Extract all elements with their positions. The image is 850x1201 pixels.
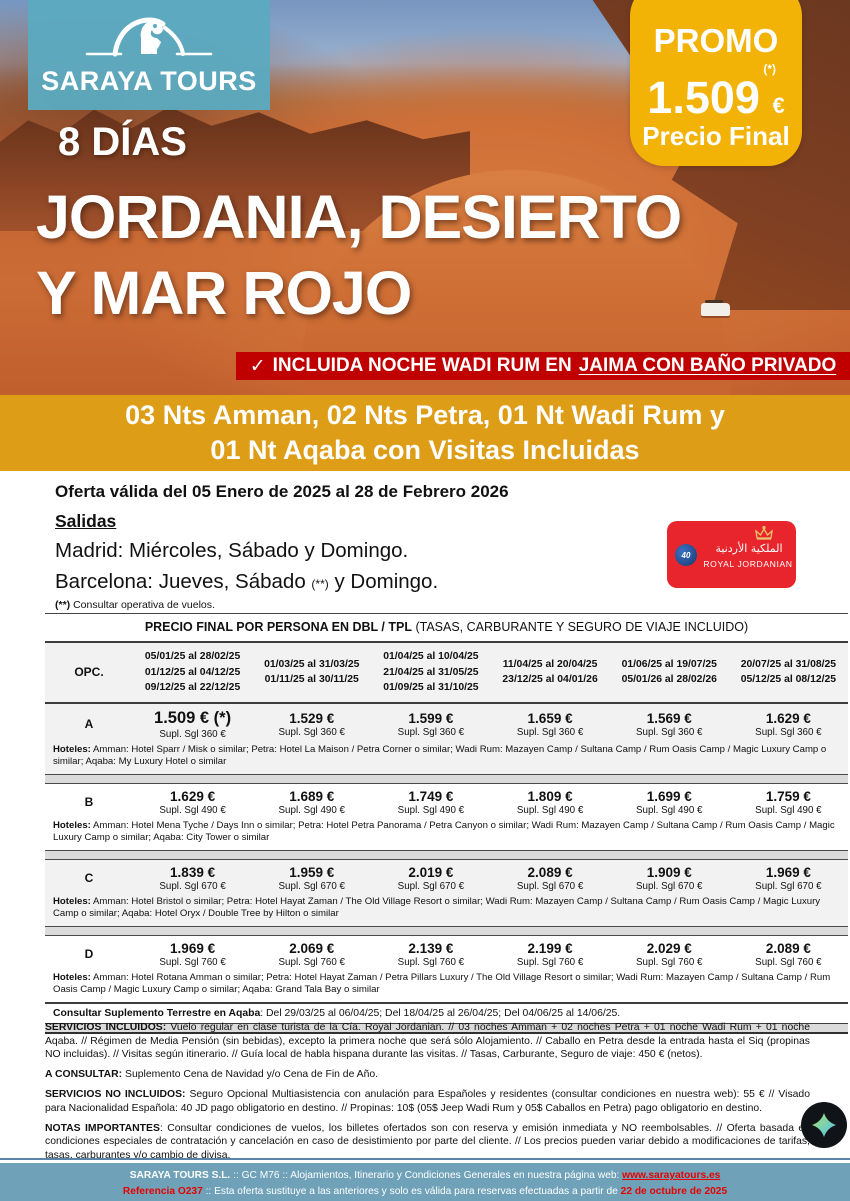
checkmark-icon: ✓ <box>249 355 266 377</box>
hotels-row-d: Hoteles: Amman: Hotel Rotana Amman o sim… <box>53 971 831 996</box>
table-title: PRECIO FINAL POR PERSONA EN DBL / TPL (T… <box>45 614 848 643</box>
price-section-d: D 1.969 € Supl. Sgl 760 € 2.069 € Supl. Sg… <box>45 936 848 1002</box>
crown-icon <box>753 525 775 545</box>
promo-asterisk: (*) <box>763 62 776 76</box>
date-column-header: 20/07/25 al 31/08/25 05/12/25 al 08/12/25 <box>740 658 837 686</box>
footer: SARAYA TOURS S.L. :: GC M76 :: Alojamien… <box>0 1163 850 1201</box>
promo-label: PROMO <box>653 22 779 59</box>
royal-jordanian-logo: الملكية الأردنية ROYAL JORDANIAN 40 <box>667 521 796 588</box>
website-link[interactable]: www.sarayatours.es <box>622 1170 721 1181</box>
a-consultar: A CONSULTAR: Suplemento Cena de Navidad … <box>45 1069 379 1081</box>
airline-arabic-name: الملكية الأردنية <box>715 542 783 555</box>
date-column-header: 01/06/25 al 19/07/25 05/01/26 al 28/02/26 <box>621 658 717 686</box>
table-row: A 1.509 € (*) Supl. Sgl 360 € 1.529 € Supl… <box>84 708 822 740</box>
airline-name: ROYAL JORDANIAN <box>703 559 793 569</box>
servicios-no-incluidos: SERVICIOS NO INCLUIDOS: Seguro Opcional … <box>45 1089 810 1114</box>
table-row: D 1.969 € Supl. Sgl 760 € 2.069 € Supl. Sg… <box>84 940 822 968</box>
days-label: 8 DÍAS <box>58 120 187 164</box>
promo-final-label: Precio Final <box>642 121 790 151</box>
ribbon-text: INCLUIDA NOCHE WADI RUM EN <box>272 355 572 376</box>
price-table: PRECIO FINAL POR PERSONA EN DBL / TPL (T… <box>45 613 848 1034</box>
opc-header: OPC. <box>74 665 104 680</box>
falcon-arch-icon <box>85 0 213 65</box>
section-divider <box>45 849 848 860</box>
notas-importantes: NOTAS IMPORTANTES: Consultar condiciones… <box>45 1122 810 1161</box>
hotels-row-b: Hoteles: Amman: Hotel Mena Tyche / Days … <box>53 819 835 844</box>
watermark-star-icon <box>801 1102 847 1148</box>
table-header-row: OPC. 05/01/25 al 28/02/25 01/12/25 al 04/… <box>45 643 848 704</box>
conditions-text: SERVICIOS INCLUIDOS: Vuelo regular en cl… <box>45 1021 810 1169</box>
footer-line1: SARAYA TOURS S.L. :: GC M76 :: Alojamien… <box>129 1170 721 1181</box>
section-divider <box>45 925 848 936</box>
page-title-line2: Y MAR ROJO <box>36 259 412 327</box>
offer-validity: Oferta válida del 05 Enero de 2025 al 28… <box>55 482 509 501</box>
hero-desert-photo: SARAYA TOURS 8 DÍAS PROMO (*) 1.509 € Pr… <box>0 0 850 395</box>
offer-info: Oferta válida del 05 Enero de 2025 al 28… <box>55 471 655 611</box>
date-column-header: 11/04/25 al 20/04/25 23/12/25 al 04/01/26 <box>502 658 598 686</box>
footer-line2: Referencia O237 :: Esta oferta sustituye… <box>122 1186 728 1198</box>
promo-price: 1.509 € <box>647 72 785 123</box>
madrid-departures: Madrid: Miércoles, Sábado y Domingo. <box>55 539 409 562</box>
aqaba-supplement-row: Consultar Suplemento Terrestre en Aqaba:… <box>45 1001 848 1024</box>
section-divider <box>45 773 848 784</box>
table-row: C 1.839 € Supl. Sgl 670 € 1.959 € Supl. Sg… <box>84 864 822 892</box>
salidas-heading: Salidas <box>55 511 117 531</box>
barcelona-departures: Barcelona: Jueves, Sábado (**) y Domingo… <box>55 570 439 593</box>
price-section-a: A 1.509 € (*) Supl. Sgl 360 € 1.529 € Supl… <box>45 703 848 774</box>
hotels-row-c: Hoteles: Amman: Hotel Bristol o similar;… <box>53 895 821 920</box>
date-column-header: 05/01/25 al 28/02/25 01/12/25 al 04/12/25… <box>144 651 241 694</box>
flights-footnote: (**) Consultar operativa de vuelos. <box>55 599 215 611</box>
nights-banner: 03 Nts Amman, 02 Nts Petra, 01 Nt Wadi R… <box>0 395 850 471</box>
servicios-incluidos: SERVICIOS INCLUIDOS: Vuelo regular en cl… <box>45 1022 810 1061</box>
hotels-row-a: Hoteles: Amman: Hotel Sparr / Misk o sim… <box>53 743 827 768</box>
nights-line2: 01 Nt Aqaba con Visitas Incluidas <box>210 435 640 465</box>
nights-line1: 03 Nts Amman, 02 Nts Petra, 01 Nt Wadi R… <box>125 399 725 430</box>
car-in-photo <box>701 300 730 316</box>
footer-divider <box>0 1158 850 1160</box>
ribbon-underlined-text: JAIMA CON BAÑO PRIVADO <box>578 355 837 376</box>
page-title-line1: JORDANIA, DESIERTO <box>36 183 682 251</box>
price-section-c: C 1.839 € Supl. Sgl 670 € 1.959 € Supl. Sg… <box>45 859 848 926</box>
included-night-ribbon: ✓ INCLUIDA NOCHE WADI RUM EN JAIMA CON B… <box>236 352 850 380</box>
date-column-header: 01/04/25 al 10/04/25 21/04/25 al 31/05/25… <box>383 651 479 694</box>
airline-globe-icon: 40 <box>675 544 697 566</box>
promo-badge: PROMO (*) 1.509 € Precio Final <box>630 0 802 166</box>
table-bottom-divider <box>45 1023 848 1034</box>
date-column-header: 01/03/25 al 31/03/25 01/11/25 al 30/11/25 <box>264 658 360 686</box>
saraya-tours-logo: SARAYA TOURS <box>28 0 270 110</box>
brand-name: SARAYA TOURS <box>41 66 257 96</box>
price-section-b: B 1.629 € Supl. Sgl 490 € 1.689 € Supl. Sg… <box>45 784 848 850</box>
table-row: B 1.629 € Supl. Sgl 490 € 1.689 € Supl. Sg… <box>84 788 822 816</box>
